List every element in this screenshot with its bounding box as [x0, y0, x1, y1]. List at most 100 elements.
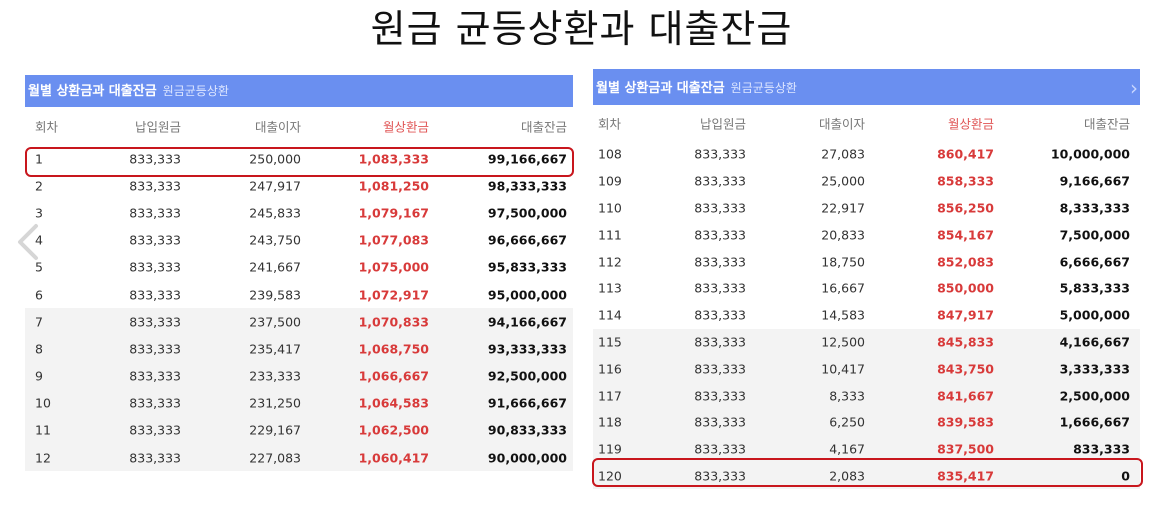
cell-balance: 833,333 — [1073, 441, 1130, 457]
cell-balance: 3,333,333 — [1059, 361, 1130, 377]
cell-round: 11 — [35, 422, 51, 438]
cell-round: 2 — [35, 178, 43, 194]
cell-principal: 833,333 — [694, 227, 746, 243]
cell-interest: 227,083 — [249, 450, 301, 466]
cell-principal: 833,333 — [129, 341, 181, 357]
cell-interest: 233,333 — [249, 368, 301, 384]
cell-interest: 2,083 — [829, 468, 865, 484]
cell-principal: 833,333 — [129, 422, 181, 438]
cell-interest: 12,500 — [821, 334, 865, 350]
table-row: 4 833,333 243,750 1,077,083 96,666,667 — [25, 227, 573, 254]
chevron-left-icon[interactable] — [10, 222, 46, 262]
right-table-header-bar: 월별 상환금과 대출잔금 원금균등상환 › — [593, 69, 1140, 105]
cell-monthly-payment: 839,583 — [937, 414, 994, 430]
cell-interest: 25,000 — [821, 173, 865, 189]
chevron-right-icon[interactable]: › — [1130, 76, 1138, 100]
cell-balance: 94,166,667 — [487, 314, 567, 330]
cell-balance: 92,500,000 — [487, 368, 567, 384]
cell-balance: 93,333,333 — [487, 341, 567, 357]
table-row: 114 833,333 14,583 847,917 5,000,000 — [593, 302, 1140, 329]
cell-interest: 20,833 — [821, 227, 865, 243]
table-row: 108 833,333 27,083 860,417 10,000,000 — [593, 141, 1140, 168]
table-row: 1 833,333 250,000 1,083,333 99,166,667 — [25, 145, 573, 172]
right-table-panel: 월별 상환금과 대출잔금 원금균등상환 › 회차 납입원금 대출이자 월상환금 대… — [593, 69, 1140, 490]
cell-principal: 833,333 — [694, 361, 746, 377]
cell-round: 110 — [598, 200, 622, 216]
table-row: 11 833,333 229,167 1,062,500 90,833,333 — [25, 416, 573, 445]
cell-round: 12 — [35, 450, 51, 466]
col-header-principal: 납입원금 — [699, 116, 746, 132]
cell-balance: 4,166,667 — [1059, 334, 1130, 350]
cell-monthly-payment: 1,081,250 — [358, 178, 429, 194]
cell-monthly-payment: 860,417 — [937, 146, 994, 162]
cell-principal: 833,333 — [129, 450, 181, 466]
table-row: 120 833,333 2,083 835,417 0 — [593, 462, 1140, 490]
cell-balance: 95,000,000 — [487, 287, 567, 303]
cell-round: 113 — [598, 280, 622, 296]
col-header-round: 회차 — [35, 119, 59, 135]
cell-monthly-payment: 835,417 — [937, 468, 994, 484]
left-table-panel: 월별 상환금과 대출잔금 원금균등상환 회차 납입원금 대출이자 월상환금 대출잔… — [25, 75, 573, 472]
cell-interest: 243,750 — [249, 232, 301, 248]
cell-balance: 5,000,000 — [1059, 307, 1130, 323]
cell-balance: 7,500,000 — [1059, 227, 1130, 243]
cell-balance: 98,333,333 — [487, 178, 567, 194]
cell-round: 8 — [35, 341, 43, 357]
cell-round: 114 — [598, 307, 622, 323]
cell-monthly-payment: 843,750 — [937, 361, 994, 377]
left-column-headers: 회차 납입원금 대출이자 월상환금 대출잔금 — [25, 107, 573, 145]
cell-principal: 833,333 — [129, 395, 181, 411]
cell-balance: 10,000,000 — [1050, 146, 1130, 162]
cell-round: 7 — [35, 314, 43, 330]
cell-principal: 833,333 — [129, 151, 181, 167]
cell-principal: 833,333 — [129, 259, 181, 275]
cell-balance: 8,333,333 — [1059, 200, 1130, 216]
cell-monthly-payment: 845,833 — [937, 334, 994, 350]
cell-monthly-payment: 847,917 — [937, 307, 994, 323]
right-table-subheading: 원금균등상환 — [730, 81, 797, 95]
cell-monthly-payment: 1,079,167 — [358, 205, 429, 221]
cell-principal: 833,333 — [129, 178, 181, 194]
cell-balance: 90,000,000 — [487, 450, 567, 466]
cell-round: 10 — [35, 395, 51, 411]
table-row: 12 833,333 227,083 1,060,417 90,000,000 — [25, 444, 573, 472]
table-row: 111 833,333 20,833 854,167 7,500,000 — [593, 221, 1140, 248]
cell-principal: 833,333 — [694, 334, 746, 350]
cell-round: 115 — [598, 334, 622, 350]
cell-interest: 241,667 — [249, 259, 301, 275]
cell-monthly-payment: 1,060,417 — [358, 450, 429, 466]
cell-interest: 8,333 — [829, 388, 865, 404]
col-header-interest: 대출이자 — [818, 116, 865, 132]
col-header-balance: 대출잔금 — [1083, 116, 1130, 132]
cell-interest: 239,583 — [249, 287, 301, 303]
col-header-monthly-payment: 월상환금 — [382, 119, 429, 135]
cell-interest: 18,750 — [821, 254, 865, 270]
cell-monthly-payment: 1,070,833 — [358, 314, 429, 330]
cell-principal: 833,333 — [129, 314, 181, 330]
cell-monthly-payment: 856,250 — [937, 200, 994, 216]
table-row: 116 833,333 10,417 843,750 3,333,333 — [593, 355, 1140, 383]
table-row: 118 833,333 6,250 839,583 1,666,667 — [593, 408, 1140, 436]
cell-round: 9 — [35, 368, 43, 384]
cell-balance: 0 — [1121, 468, 1130, 484]
table-row: 117 833,333 8,333 841,667 2,500,000 — [593, 382, 1140, 409]
cell-monthly-payment: 1,066,667 — [358, 368, 429, 384]
table-row: 10 833,333 231,250 1,064,583 91,666,667 — [25, 389, 573, 417]
cell-balance: 2,500,000 — [1059, 388, 1130, 404]
table-row: 110 833,333 22,917 856,250 8,333,333 — [593, 195, 1140, 222]
cell-balance: 5,833,333 — [1059, 280, 1130, 296]
cell-round: 5 — [35, 259, 43, 275]
cell-round: 120 — [598, 468, 622, 484]
cell-principal: 833,333 — [129, 287, 181, 303]
table-row: 119 833,333 4,167 837,500 833,333 — [593, 435, 1140, 463]
cell-principal: 833,333 — [694, 414, 746, 430]
cell-monthly-payment: 858,333 — [937, 173, 994, 189]
col-header-balance: 대출잔금 — [520, 119, 567, 135]
cell-balance: 95,833,333 — [487, 259, 567, 275]
cell-monthly-payment: 1,064,583 — [358, 395, 429, 411]
cell-principal: 833,333 — [694, 307, 746, 323]
cell-balance: 1,666,667 — [1059, 414, 1130, 430]
cell-interest: 10,417 — [821, 361, 865, 377]
cell-principal: 833,333 — [129, 205, 181, 221]
cell-interest: 4,167 — [829, 441, 865, 457]
